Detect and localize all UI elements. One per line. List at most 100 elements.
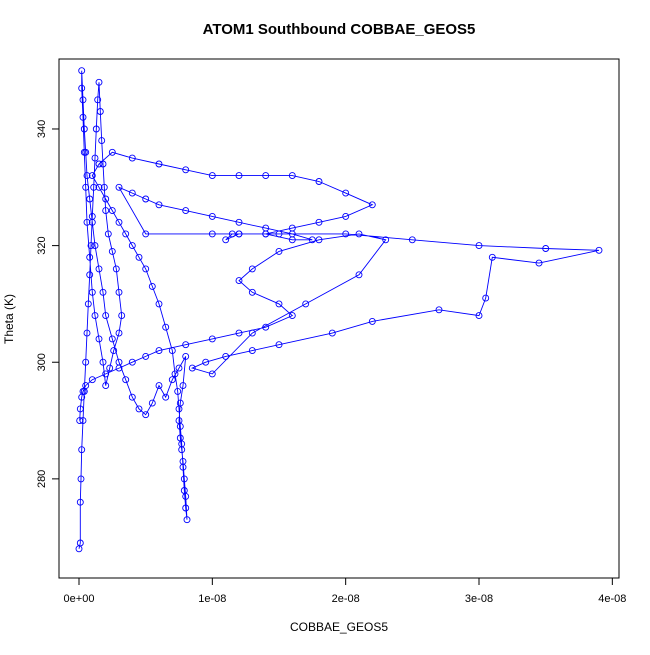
data-point xyxy=(78,67,86,75)
data-point xyxy=(183,516,191,524)
data-point xyxy=(115,288,123,296)
data-point xyxy=(100,183,108,191)
data-point xyxy=(94,96,102,104)
y-tick-label: 280 xyxy=(36,470,48,488)
data-point xyxy=(248,288,256,296)
data-point xyxy=(355,271,363,279)
y-tick-label: 320 xyxy=(36,236,48,254)
data-point xyxy=(176,422,184,430)
data-point xyxy=(108,335,116,343)
data-point xyxy=(162,393,170,401)
data-point xyxy=(162,323,170,331)
data-point xyxy=(475,312,483,320)
data-point xyxy=(79,113,87,121)
data-point xyxy=(488,253,496,261)
data-point xyxy=(342,212,350,220)
data-point xyxy=(188,364,196,372)
data-point xyxy=(91,242,99,250)
data-point xyxy=(262,224,270,232)
data-point xyxy=(208,335,216,343)
data-point xyxy=(355,230,363,238)
data-point xyxy=(180,487,188,494)
data-point xyxy=(83,218,91,226)
data-point xyxy=(235,230,243,238)
data-point xyxy=(108,148,116,156)
data-point xyxy=(102,207,110,215)
data-point xyxy=(102,312,110,320)
data-point xyxy=(135,253,143,261)
x-axis-label: COBBAE_GEOS5 xyxy=(290,620,388,634)
data-point xyxy=(302,300,310,308)
data-point xyxy=(155,160,163,168)
data-point xyxy=(115,218,123,226)
data-point xyxy=(180,475,188,483)
data-point xyxy=(155,300,163,308)
data-point xyxy=(95,78,103,86)
data-point xyxy=(96,108,104,115)
data-point xyxy=(155,382,163,390)
data-point xyxy=(315,218,323,226)
data-point xyxy=(95,160,103,168)
data-point xyxy=(148,399,156,407)
data-point xyxy=(108,247,116,255)
data-point xyxy=(84,300,92,308)
data-point xyxy=(122,230,130,238)
data-point xyxy=(142,352,150,360)
data-point xyxy=(175,364,183,372)
data-point xyxy=(78,393,86,401)
data-point xyxy=(76,417,84,425)
data-point xyxy=(88,218,96,226)
data-point xyxy=(248,265,256,273)
data-point xyxy=(110,347,118,355)
data-point xyxy=(228,230,236,238)
data-point xyxy=(542,245,550,252)
data-point xyxy=(102,382,110,390)
data-point xyxy=(76,539,84,547)
data-point xyxy=(288,230,296,238)
data-point xyxy=(142,265,150,273)
data-point xyxy=(182,352,190,360)
data-point xyxy=(128,393,136,401)
data-point xyxy=(175,405,183,413)
data-point xyxy=(182,166,190,174)
data-point xyxy=(88,172,96,180)
data-point xyxy=(99,358,107,366)
data-point xyxy=(288,312,296,320)
data-point xyxy=(80,125,88,133)
data-point xyxy=(91,154,99,162)
data-point xyxy=(92,125,100,133)
data-point xyxy=(482,294,490,302)
plot-frame xyxy=(58,58,620,579)
data-point xyxy=(128,358,136,366)
data-point xyxy=(535,259,543,267)
data-point xyxy=(90,183,98,191)
data-point xyxy=(202,358,210,366)
data-point xyxy=(235,218,243,226)
data-point xyxy=(78,446,86,454)
data-point xyxy=(82,148,90,156)
data-point xyxy=(288,172,296,180)
data-point xyxy=(171,370,179,378)
data-point xyxy=(135,405,143,413)
x-tick-label: 0e+00 xyxy=(64,593,95,605)
chart-title: ATOM1 Southbound COBBAE_GEOS5 xyxy=(203,21,476,38)
data-point xyxy=(86,253,94,261)
data-point xyxy=(595,246,603,254)
y-tick-label: 340 xyxy=(36,120,48,138)
data-point xyxy=(222,236,230,244)
data-point xyxy=(408,236,416,244)
data-point xyxy=(208,230,216,238)
data-point xyxy=(142,230,150,238)
data-point xyxy=(182,504,190,512)
x-axis: 0e+00 1e-08 2e-08 3e-08 4e-08 xyxy=(64,577,626,605)
data-point xyxy=(182,207,190,215)
data-point xyxy=(86,195,94,203)
data-point xyxy=(115,183,123,191)
data-point xyxy=(82,382,90,390)
data-point xyxy=(342,230,350,238)
data-point xyxy=(115,329,123,337)
data-point xyxy=(328,329,336,337)
x-tick-label: 4e-08 xyxy=(598,593,626,605)
data-point xyxy=(178,440,186,448)
data-point xyxy=(99,288,107,296)
